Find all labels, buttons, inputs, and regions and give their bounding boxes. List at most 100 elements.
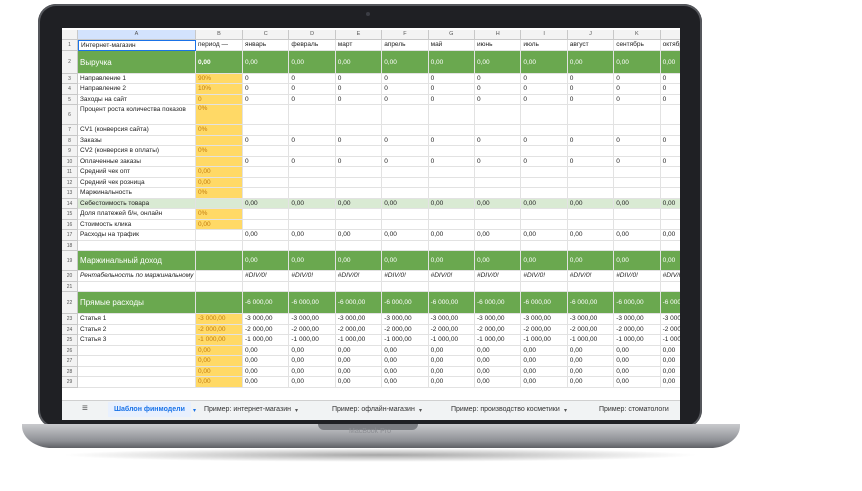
row-label: CV1 (конверсия сайта) xyxy=(78,125,196,136)
cell xyxy=(567,125,615,136)
cell: 0,00 xyxy=(475,345,522,356)
cell: 0 xyxy=(335,94,383,105)
row-period: 10% xyxy=(196,84,243,95)
cell: 0,00 xyxy=(660,251,680,271)
cell: 0,00 xyxy=(243,356,290,367)
row-number: 23 xyxy=(62,314,78,325)
cell: 0 xyxy=(567,94,615,105)
cell: 0,00 xyxy=(382,230,429,241)
tab-arrow[interactable]: ▾ xyxy=(419,408,423,414)
row-period: -2 000,00 xyxy=(196,324,243,335)
cell: 0,00 xyxy=(382,345,429,356)
cell: 0 xyxy=(335,73,383,84)
cell: 0,00 xyxy=(382,198,429,209)
row-label xyxy=(78,345,196,356)
cell: 0,00 xyxy=(335,366,383,377)
tab-arrow[interactable]: ▾ xyxy=(564,408,568,414)
cell: 0,00 xyxy=(614,345,661,356)
cell: 0,00 xyxy=(521,377,568,388)
sheet-tab[interactable]: Пример: стоматологи xyxy=(599,406,669,413)
row-period: 0% xyxy=(196,209,243,220)
row-number: 3 xyxy=(62,73,78,84)
row-period xyxy=(196,135,243,146)
cell xyxy=(335,177,383,188)
cell: 0,00 xyxy=(289,251,336,271)
cell: 0,00 xyxy=(335,50,383,74)
row-number: 7 xyxy=(62,125,78,136)
cell: #DIV/0! xyxy=(428,271,475,282)
cell: 0 xyxy=(243,73,290,84)
cell: -6 000,00 xyxy=(382,292,429,314)
sheet-tab[interactable]: Пример: производство косметики xyxy=(451,406,560,413)
cell: 0 xyxy=(567,73,615,84)
row-number: 20 xyxy=(62,271,78,282)
menu-icon[interactable]: ≡ xyxy=(82,403,88,414)
cell: 0 xyxy=(243,94,290,105)
column-header: I xyxy=(521,30,568,40)
row-number: 8 xyxy=(62,135,78,146)
row-period xyxy=(196,281,243,292)
row-number: 4 xyxy=(62,84,78,95)
row-number: 10 xyxy=(62,156,78,167)
cell xyxy=(521,177,568,188)
cell: 0,00 xyxy=(335,251,383,271)
cell: 0,00 xyxy=(289,377,336,388)
row-number: 13 xyxy=(62,188,78,199)
cell xyxy=(614,219,661,230)
cell: 0,00 xyxy=(335,230,383,241)
cell: -1 000,00 xyxy=(660,335,680,346)
cell xyxy=(428,209,475,220)
row-label: Прямые расходы xyxy=(78,292,196,314)
cell xyxy=(335,188,383,199)
cell: 0,00 xyxy=(243,366,290,377)
cell: 0,00 xyxy=(475,251,522,271)
cell xyxy=(428,188,475,199)
tab-arrow[interactable]: ▾ xyxy=(193,408,197,414)
cell: февраль xyxy=(289,40,336,51)
row-label: Статья 2 xyxy=(78,324,196,335)
cell xyxy=(614,146,661,157)
row-label: CV2 (конверсия в оплаты) xyxy=(78,146,196,157)
row-number: 18 xyxy=(62,240,78,251)
column-header: B xyxy=(196,30,243,40)
sheet-tab[interactable]: Пример: офлайн-магазин xyxy=(332,406,415,413)
cell: 0 xyxy=(428,84,475,95)
sheet-tab[interactable]: Шаблон финмодели xyxy=(108,402,191,417)
cell xyxy=(521,281,568,292)
cell: 0,00 xyxy=(521,356,568,367)
cell: 0 xyxy=(335,156,383,167)
row-period xyxy=(196,156,243,167)
cell: 0 xyxy=(243,135,290,146)
cell: 0,00 xyxy=(567,366,615,377)
cell: -2 000,00 xyxy=(382,324,429,335)
row-number: 9 xyxy=(62,146,78,157)
cell: 0,00 xyxy=(660,230,680,241)
row-number: 24 xyxy=(62,324,78,335)
cell: август xyxy=(567,40,615,51)
cell: 0,00 xyxy=(521,50,568,74)
cell: 0 xyxy=(382,135,429,146)
cell xyxy=(567,146,615,157)
row-label: Оплаченные заказы xyxy=(78,156,196,167)
cell xyxy=(567,105,615,125)
cell: #DIV/0! xyxy=(660,271,680,282)
cell: 0,00 xyxy=(335,198,383,209)
sheet-tab[interactable]: Пример: интернет-магазин xyxy=(204,406,291,413)
cell: -6 000,00 xyxy=(475,292,522,314)
cell: 0,00 xyxy=(243,50,290,74)
sheet-tabs: ≡ Шаблон финмодели ▾ Пример: интернет-магаз… xyxy=(62,400,680,420)
cell: сентябрь xyxy=(614,40,661,51)
cell: -6 000,00 xyxy=(289,292,336,314)
cell xyxy=(521,209,568,220)
row-number: 16 xyxy=(62,219,78,230)
cell xyxy=(335,167,383,178)
cell: 0 xyxy=(567,84,615,95)
cell xyxy=(567,281,615,292)
tab-arrow[interactable]: ▾ xyxy=(295,408,299,414)
cell xyxy=(243,146,290,157)
row-label: Статья 1 xyxy=(78,314,196,325)
cell: 0,00 xyxy=(660,50,680,74)
cell xyxy=(660,125,680,136)
column-header: J xyxy=(567,30,615,40)
cell xyxy=(567,167,615,178)
